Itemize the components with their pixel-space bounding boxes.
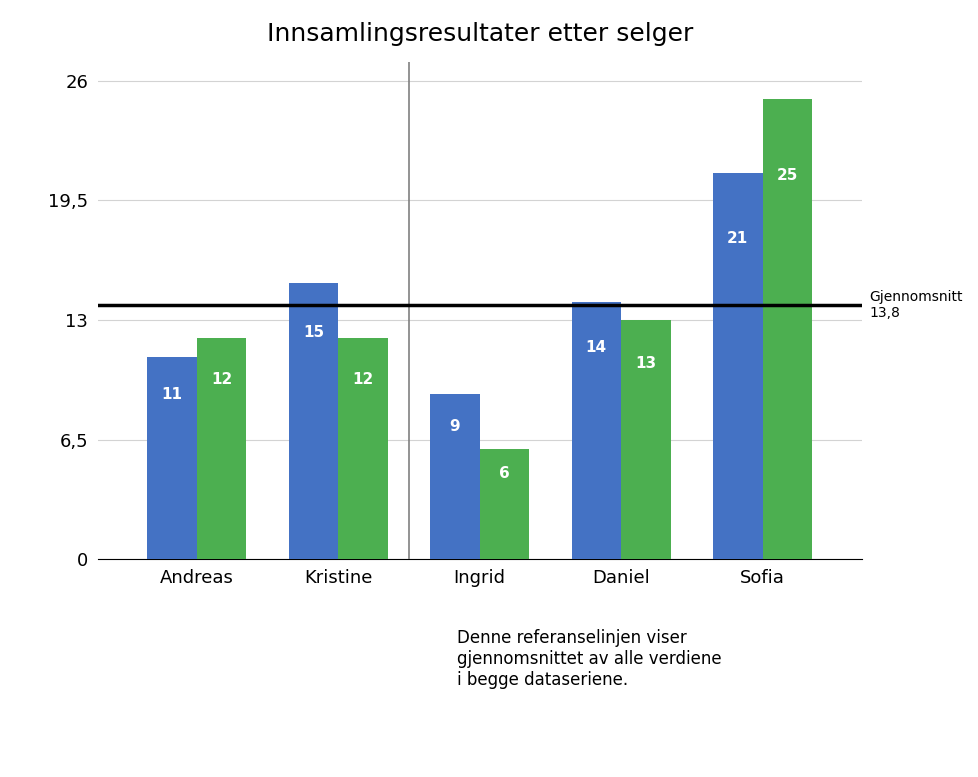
Text: 9: 9 <box>449 419 460 434</box>
Bar <box>712 172 762 559</box>
Bar <box>762 99 811 559</box>
Text: 12: 12 <box>211 371 232 387</box>
Text: 21: 21 <box>727 231 747 246</box>
Text: 14: 14 <box>585 340 606 355</box>
Bar <box>571 301 620 559</box>
Bar <box>620 320 670 559</box>
Bar <box>289 283 338 559</box>
Bar <box>338 339 387 559</box>
Bar <box>479 449 529 559</box>
Text: Denne referanselinjen viser
gjennomsnittet av alle verdiene
i begge dataseriene.: Denne referanselinjen viser gjennomsnitt… <box>457 629 721 688</box>
Text: 11: 11 <box>161 387 183 402</box>
Text: 12: 12 <box>352 371 374 387</box>
Text: 13: 13 <box>635 356 656 371</box>
Bar <box>429 394 479 559</box>
Text: Gjennomsnitt
13,8: Gjennomsnitt 13,8 <box>868 290 961 320</box>
Text: 25: 25 <box>776 168 797 183</box>
Text: 15: 15 <box>302 325 324 340</box>
Bar <box>148 357 197 559</box>
Title: Innsamlingsresultater etter selger: Innsamlingsresultater etter selger <box>266 23 692 47</box>
Bar <box>197 339 246 559</box>
Text: 6: 6 <box>499 465 510 480</box>
